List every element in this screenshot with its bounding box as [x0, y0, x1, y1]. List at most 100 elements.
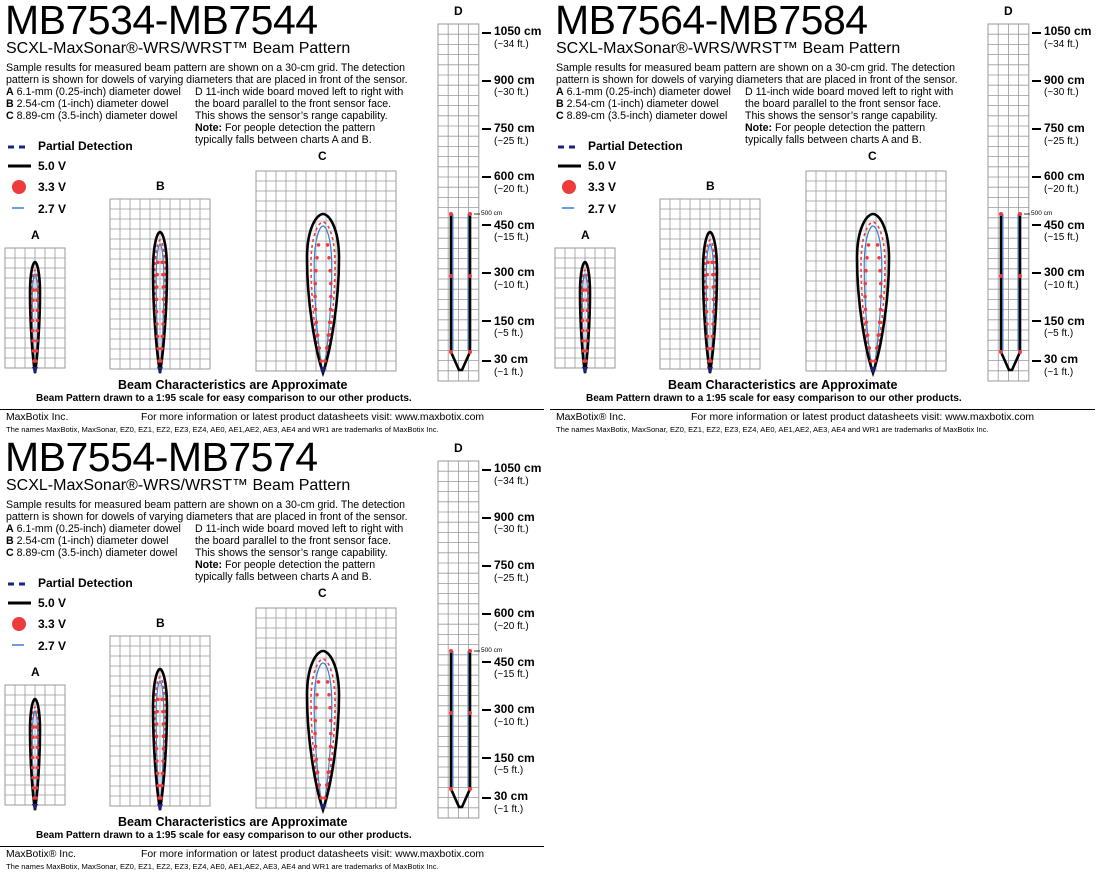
legend-5v-label: 5.0 V	[588, 159, 617, 173]
beam-3-3v-dot	[584, 359, 588, 363]
beam-3-3v-dot	[711, 297, 716, 302]
legend-33v-symbol	[562, 180, 576, 194]
beam-3-3v-dot	[316, 243, 321, 247]
beam-5v-outline	[305, 649, 341, 815]
beam-3-3v-dot	[35, 328, 40, 333]
beam-3-3v-dot	[878, 268, 882, 273]
chart-d-label: D	[454, 441, 463, 455]
range-feet: (~15 ft.)	[494, 232, 529, 243]
range-label: 600 cm	[494, 169, 535, 183]
beam-3-3v-outline	[30, 706, 40, 811]
beam-3-3v-dot	[315, 770, 320, 774]
board-3-3v-dot	[449, 274, 453, 278]
dowel-b-desc: 2.54-cm (1-inch) diameter dowel	[16, 535, 169, 547]
beam-3-3v-dot	[879, 294, 883, 299]
beam-3-3v-dot	[863, 294, 867, 299]
legend-27v-label: 2.7 V	[38, 639, 67, 653]
board-3-3v-dot	[449, 649, 453, 653]
beam-3-3v-dot	[704, 285, 709, 289]
beam-5v-outline	[151, 667, 169, 811]
beam-3-3v-dot	[31, 775, 35, 780]
beam-3-3v-dot	[329, 294, 333, 299]
dowel-a-text: A 6.1-mm (0.25-inch) diameter dowel	[6, 87, 181, 98]
grid-lines	[110, 199, 210, 369]
chart-d-label: D	[454, 4, 463, 18]
description-line: pattern is shown for dowels of varying d…	[6, 511, 408, 523]
beam-3-3v-dot	[877, 320, 882, 325]
beam-3-3v-dot	[878, 307, 883, 312]
beam-3-3v-dot	[161, 309, 166, 314]
beam-3-3v-dot	[31, 288, 36, 292]
beam-3-3v-dot	[316, 680, 321, 684]
beam-3-3v-dot	[315, 693, 319, 697]
legend-27v-label: 2.7 V	[588, 202, 617, 216]
panel-subtitle: SCXL-MaxSonar®-WRS/WRST™ Beam Pattern	[6, 477, 351, 494]
beam-3-3v-dot	[155, 322, 159, 326]
sensor-tip	[32, 367, 38, 374]
beam-3-3v-dot	[863, 281, 868, 286]
beam-3-3v-dot	[155, 334, 160, 339]
beam-3-3v-dot	[159, 783, 164, 788]
range-feet: (~20 ft.)	[494, 621, 529, 632]
beam-3-3v-dot	[161, 272, 165, 277]
beam-3-3v-dot	[863, 307, 868, 312]
range-label: 750 cm	[494, 121, 535, 135]
range-feet: (~10 ft.)	[494, 280, 529, 291]
range-feet: (~20 ft.)	[494, 184, 529, 195]
board-d-text: the board parallel to the front sensor f…	[195, 98, 392, 110]
beam-2-7v-outline	[313, 225, 333, 374]
beam-5v-outline	[701, 230, 719, 374]
beam-3-3v-dot	[323, 359, 327, 363]
beam-3-3v-dot	[711, 309, 716, 314]
beam-3-3v-dot	[30, 745, 35, 750]
beam-3-3v-dot	[35, 745, 40, 750]
beam-3-3v-dot	[875, 243, 880, 247]
beam-3-3v-dot	[325, 243, 330, 247]
beam-3-3v-dot	[160, 260, 164, 265]
beam-3-3v-dot	[580, 308, 585, 313]
dowel-c-desc: 8.89-cm (3.5-inch) diameter dowel	[16, 110, 178, 122]
grid-lines	[555, 248, 615, 368]
beam-3-3v-dot	[31, 735, 35, 740]
beam-3-3v-dot	[35, 765, 40, 770]
beam-pattern-panel: MB7554-MB7574 SCXL-MaxSonar®-WRS/WRST™ B…	[0, 437, 545, 874]
range-label: 30 cm	[494, 352, 529, 366]
beam-3-3v-dot	[314, 320, 319, 325]
beam-3-3v-dot	[709, 346, 714, 351]
dowel-b-desc: 2.54-cm (1-inch) diameter dowel	[566, 98, 719, 110]
beam-3-3v-dot	[34, 786, 39, 790]
beam-3-3v-dot	[325, 680, 330, 684]
note-text: typically falls between charts A and B.	[745, 134, 922, 146]
beam-3-3v-dot	[30, 765, 35, 770]
chart-c-label: C	[318, 586, 327, 600]
beam-2-7v-outline	[155, 680, 165, 811]
beam-3-3v-dot	[314, 268, 318, 273]
board-3-3v-dot	[468, 787, 472, 791]
beam-5v-outline	[855, 212, 891, 378]
beam-3-3v-dot	[160, 697, 164, 702]
beam-3-3v-dot	[154, 746, 159, 751]
beam-3-3v-dot	[35, 775, 39, 780]
board-3-3v-dot	[449, 212, 453, 216]
dowel-c-key: C	[6, 110, 14, 122]
chart-c-label: C	[868, 149, 877, 163]
footer-trademark: The names MaxBotix, MaxSonar, EZ0, EZ1, …	[6, 425, 439, 434]
beam-3-3v-dot	[705, 272, 709, 277]
beam-3-3v-dot	[704, 297, 709, 302]
range-feet: (~5 ft.)	[1044, 328, 1074, 339]
sensor-tip	[32, 804, 38, 811]
description-line: Sample results for measured beam pattern…	[6, 62, 406, 74]
sensor-tip	[320, 367, 326, 374]
note-text: Note: For people detection the pattern	[745, 123, 925, 134]
beam-3-3v-dot	[31, 338, 35, 343]
range-label: 300 cm	[1044, 265, 1085, 279]
beam-3-3v-dot	[30, 318, 35, 323]
beam-3-3v-dot	[869, 359, 873, 363]
beam-3-3v-dot	[160, 771, 165, 776]
board-5v-outline	[999, 214, 1022, 372]
sensor-tip	[582, 367, 588, 374]
chart-b-label: B	[706, 179, 715, 193]
board-d-text: This shows the sensor’s range capability…	[195, 110, 388, 122]
scale-note: Beam Pattern drawn to a 1:95 scale for e…	[36, 393, 412, 404]
beam-3-3v-dot	[324, 346, 329, 350]
